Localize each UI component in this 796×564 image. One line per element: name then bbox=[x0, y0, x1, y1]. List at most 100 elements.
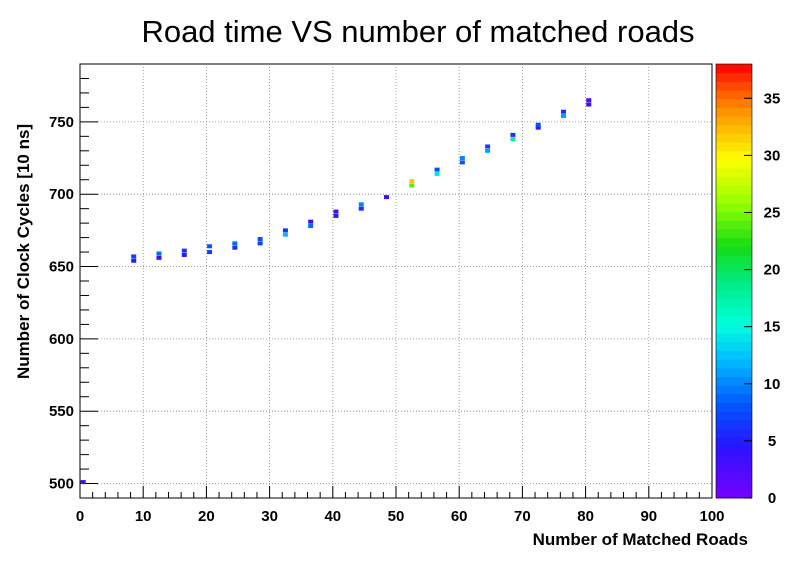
colorbar-band bbox=[716, 376, 752, 386]
x-tick-label: 60 bbox=[451, 508, 468, 525]
x-tick-label: 70 bbox=[514, 508, 531, 525]
y-axis-title: Number of Clock Cycles [10 ns] bbox=[14, 124, 33, 379]
colorbar-band bbox=[716, 445, 752, 456]
data-cell bbox=[308, 219, 314, 224]
colorbar-band bbox=[716, 359, 752, 369]
data-cell bbox=[409, 183, 415, 188]
y-tick-label: 650 bbox=[49, 259, 74, 276]
data-cell bbox=[207, 250, 213, 255]
colorbar-band bbox=[716, 254, 752, 265]
colorbar-band bbox=[716, 228, 752, 239]
colorbar-band bbox=[716, 202, 752, 213]
data-cell bbox=[156, 251, 162, 256]
data-cell bbox=[308, 224, 314, 229]
colorbar-band bbox=[716, 393, 752, 404]
data-cell bbox=[485, 148, 491, 153]
data-cell bbox=[257, 237, 263, 242]
data-cell bbox=[535, 122, 541, 127]
colorbar-band bbox=[716, 159, 752, 169]
colorbar-tick-label: 5 bbox=[768, 433, 776, 450]
data-cell bbox=[586, 98, 592, 103]
data-cell bbox=[232, 241, 238, 246]
data-cell bbox=[358, 202, 364, 207]
colorbar-band bbox=[716, 237, 752, 247]
data-cell bbox=[358, 206, 364, 211]
data-cell bbox=[181, 252, 187, 257]
colorbar-band bbox=[716, 142, 752, 152]
data-cell bbox=[232, 245, 238, 250]
y-tick-label: 700 bbox=[49, 186, 74, 203]
colorbar-band bbox=[716, 307, 752, 317]
x-tick-label: 30 bbox=[261, 508, 278, 525]
colorbar-band bbox=[716, 81, 752, 91]
data-cell bbox=[485, 144, 491, 149]
colorbar-band bbox=[716, 402, 752, 412]
data-cell bbox=[131, 254, 137, 259]
colorbar-band bbox=[716, 116, 752, 126]
x-tick-label: 10 bbox=[135, 508, 152, 525]
colorbar-band bbox=[716, 324, 752, 334]
colorbar-band bbox=[716, 367, 752, 377]
colorbar-band bbox=[716, 411, 752, 421]
colorbar-band bbox=[716, 419, 752, 430]
data-cell bbox=[409, 179, 415, 184]
colorbar-band bbox=[716, 480, 752, 490]
data-cell bbox=[434, 171, 440, 176]
colorbar-band bbox=[716, 341, 752, 351]
data-cell bbox=[80, 480, 86, 485]
data-cell bbox=[131, 258, 137, 263]
y-tick-label: 500 bbox=[49, 476, 74, 493]
y-tick-label: 600 bbox=[49, 331, 74, 348]
x-axis-title: Number of Matched Roads bbox=[533, 530, 748, 549]
colorbar-band bbox=[716, 272, 752, 282]
data-cell bbox=[333, 213, 339, 218]
chart-title: Road time VS number of matched roads bbox=[141, 14, 694, 49]
colorbar-band bbox=[716, 168, 752, 178]
data-cell bbox=[181, 248, 187, 253]
data-cell bbox=[384, 195, 390, 200]
x-tick-label: 90 bbox=[640, 508, 657, 525]
colorbar-band bbox=[716, 263, 752, 273]
colorbar-band bbox=[716, 463, 752, 473]
colorbar-band bbox=[716, 98, 752, 108]
data-cell bbox=[434, 167, 440, 172]
colorbar-band bbox=[716, 428, 752, 438]
x-tick-label: 80 bbox=[577, 508, 594, 525]
y-tick-label: 750 bbox=[49, 114, 74, 131]
data-cell bbox=[586, 102, 592, 107]
colorbar-band bbox=[716, 489, 752, 499]
data-cell bbox=[535, 125, 541, 130]
colorbar-band bbox=[716, 246, 752, 256]
colorbar-band bbox=[716, 185, 752, 195]
data-cell bbox=[560, 114, 566, 119]
colorbar-band bbox=[716, 281, 752, 291]
colorbar-band bbox=[716, 176, 752, 187]
colorbar-tick-label: 15 bbox=[764, 319, 781, 336]
x-tick-label: 0 bbox=[76, 508, 84, 525]
colorbar-tick-label: 25 bbox=[764, 204, 781, 221]
colorbar-band bbox=[716, 298, 752, 308]
data-cell bbox=[560, 109, 566, 114]
colorbar-band bbox=[716, 437, 752, 447]
colorbar-band bbox=[716, 333, 752, 343]
x-tick-label: 100 bbox=[699, 508, 724, 525]
colorbar-band bbox=[716, 350, 752, 360]
data-cell bbox=[459, 160, 465, 165]
data-cell bbox=[282, 228, 288, 233]
colorbar-band bbox=[716, 133, 752, 143]
colorbar-band bbox=[716, 194, 752, 204]
colorbar-band bbox=[716, 289, 752, 299]
data-cell bbox=[510, 137, 516, 142]
colorbar-tick-label: 35 bbox=[764, 90, 781, 107]
x-tick-label: 20 bbox=[198, 508, 215, 525]
y-tick-label: 550 bbox=[49, 403, 74, 420]
colorbar-band bbox=[716, 64, 752, 74]
data-cell bbox=[333, 209, 339, 214]
colorbar-tick-label: 10 bbox=[764, 376, 781, 393]
x-tick-label: 50 bbox=[388, 508, 405, 525]
x-tick-label: 40 bbox=[324, 508, 341, 525]
data-cell bbox=[207, 244, 213, 249]
colorbar-band bbox=[716, 90, 752, 100]
colorbar-band bbox=[716, 385, 752, 395]
